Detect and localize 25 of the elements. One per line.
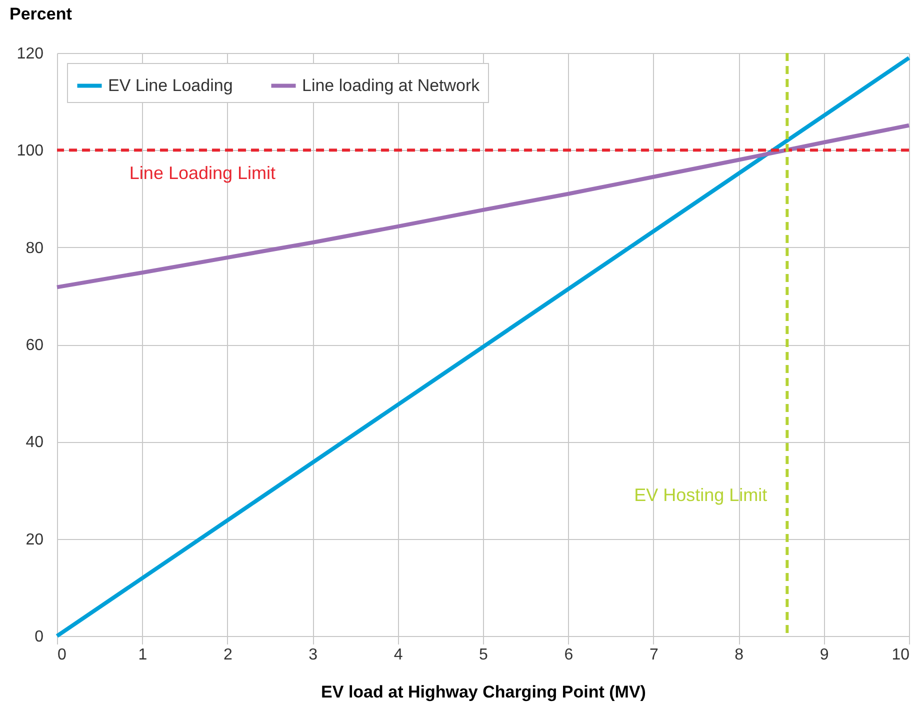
x-tick-label: 0 (58, 646, 66, 664)
y-tick-label: 80 (26, 240, 44, 257)
y-tick-label: 60 (26, 337, 44, 354)
line-series (55, 123, 911, 290)
x-tick-label: 4 (394, 646, 403, 664)
legend-label: EV Line Loading (108, 76, 233, 95)
x-tick-label: 7 (649, 646, 658, 664)
ref-line-label: EV Hosting Limit (634, 485, 768, 506)
x-tick-label: 9 (820, 646, 829, 664)
y-axis-title: Percent (10, 4, 72, 24)
x-tick-label: 1 (138, 646, 148, 664)
x-tick-label: 2 (223, 646, 232, 664)
y-tick-label: 120 (16, 46, 44, 62)
y-tick-label: 0 (34, 628, 44, 646)
y-tick-label: 40 (26, 434, 44, 452)
y-tick-label: 20 (26, 531, 44, 548)
x-tick-label: 10 (892, 646, 910, 664)
x-tick-label: 6 (564, 646, 574, 664)
ref-line-label: Line Loading Limit (129, 163, 276, 184)
x-tick-label: 3 (308, 646, 318, 664)
x-tick-label: 5 (479, 646, 488, 664)
y-tick-label: 100 (16, 142, 44, 160)
legend-label: Line loading at Network (302, 76, 480, 95)
x-tick-label: 8 (734, 646, 744, 664)
x-axis-title: EV load at Highway Charging Point (MV) (321, 682, 646, 702)
